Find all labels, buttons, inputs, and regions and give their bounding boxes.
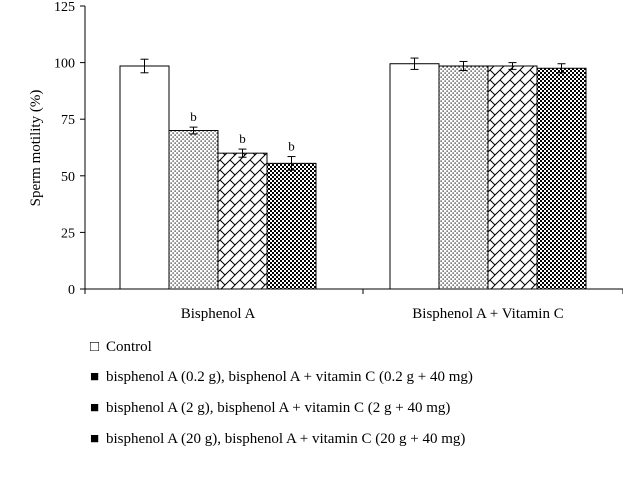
significance-label: b xyxy=(239,131,246,146)
bar xyxy=(119,65,170,290)
legend-label: Control xyxy=(106,339,152,355)
legend-swatch: ■ xyxy=(90,400,100,416)
legend-label: bisphenol A (2 g), bisphenol A + vitamin… xyxy=(106,400,451,416)
x-category-label: Bisphenol A xyxy=(181,306,256,322)
x-category-label: Bisphenol A + Vitamin C xyxy=(412,306,563,322)
legend-item: ■ bisphenol A (20 g), bisphenol A + vitam… xyxy=(90,430,465,448)
y-tick-label: 0 xyxy=(68,283,75,298)
bar xyxy=(217,152,268,290)
significance-label: b xyxy=(288,139,295,154)
bar xyxy=(536,67,587,290)
legend-label: bisphenol A (0.2 g), bisphenol A + vitam… xyxy=(106,369,473,385)
y-tick-label: 125 xyxy=(54,0,75,15)
bar xyxy=(487,65,538,290)
bar xyxy=(168,130,219,290)
legend-label: bisphenol A (20 g), bisphenol A + vitami… xyxy=(106,431,466,447)
legend-swatch: ■ xyxy=(90,431,100,447)
y-axis-title: Sperm motility (%) xyxy=(28,90,44,207)
bar xyxy=(389,63,440,290)
bar xyxy=(438,65,489,290)
significance-label: b xyxy=(190,109,197,124)
y-tick-label: 50 xyxy=(61,170,75,185)
legend-item: ■ bisphenol A (0.2 g), bisphenol A + vita… xyxy=(90,368,473,386)
legend-item: ■ bisphenol A (2 g), bisphenol A + vitami… xyxy=(90,399,450,417)
legend-item: □ Control xyxy=(90,338,152,356)
bar xyxy=(266,162,317,290)
y-tick-label: 100 xyxy=(54,57,75,72)
legend-swatch: ■ xyxy=(90,369,100,385)
y-tick-label: 75 xyxy=(61,113,75,128)
y-tick-label: 25 xyxy=(61,226,75,241)
legend-swatch: □ xyxy=(90,339,100,355)
